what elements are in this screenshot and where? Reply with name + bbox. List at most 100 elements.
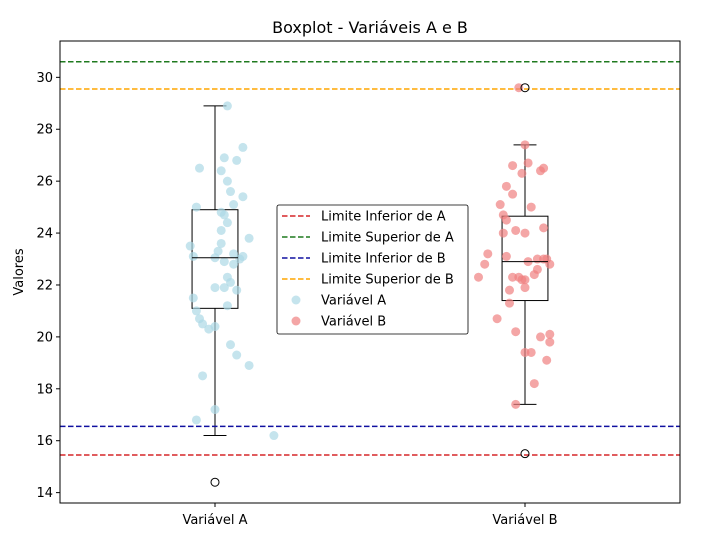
data-point <box>532 264 542 274</box>
data-point <box>222 301 232 311</box>
data-point <box>210 405 220 415</box>
data-point <box>269 431 279 441</box>
data-point <box>508 272 518 282</box>
data-point <box>539 223 549 233</box>
data-point <box>542 254 552 264</box>
data-point <box>244 360 254 370</box>
data-point <box>185 241 195 251</box>
data-point <box>198 319 208 329</box>
data-point <box>226 277 235 287</box>
legend-label: Limite Inferior de A <box>321 210 446 225</box>
data-point <box>244 233 254 243</box>
legend-label: Limite Superior de B <box>321 273 454 288</box>
legend-dot-swatch <box>291 316 301 326</box>
x-tick-label: Variável B <box>492 513 557 528</box>
legend-label: Variável A <box>321 294 386 309</box>
data-point <box>505 298 514 308</box>
data-point <box>204 324 214 334</box>
data-point <box>520 228 530 238</box>
data-point <box>216 166 226 176</box>
data-point <box>498 228 508 238</box>
y-axis-label: Valores <box>12 248 27 295</box>
data-point <box>520 140 530 150</box>
data-point <box>526 347 536 357</box>
data-point <box>229 200 239 210</box>
plot-frame <box>59 40 681 504</box>
data-point <box>539 163 549 173</box>
plot-area: 14 16 18 20 22 24 26 28 30 Variável A Variável B <box>36 40 681 528</box>
data-point <box>191 306 201 316</box>
data-point <box>514 83 524 93</box>
data-point <box>529 379 539 389</box>
data-point <box>195 163 204 173</box>
data-point <box>520 347 530 357</box>
data-point <box>222 176 232 186</box>
data-point <box>474 272 483 282</box>
legend-box <box>276 204 469 335</box>
y-tick-label: 26 <box>36 175 53 190</box>
data-point <box>210 283 220 293</box>
data-point <box>523 158 533 168</box>
legend: Limite Inferior de A Limite Superior de A… <box>276 204 469 335</box>
data-point <box>511 225 521 235</box>
data-point <box>545 337 555 347</box>
y-tick-label: 28 <box>36 123 53 138</box>
data-point <box>226 187 235 197</box>
outlier-point <box>520 449 530 459</box>
data-point <box>216 207 226 217</box>
y-tick-label: 22 <box>36 278 53 293</box>
data-point <box>232 350 242 360</box>
data-point <box>226 340 235 350</box>
x-tick-label: Variável A <box>182 513 247 528</box>
data-point <box>191 415 201 425</box>
data-point <box>216 238 226 248</box>
data-point <box>191 202 201 212</box>
data-point <box>229 249 239 259</box>
legend-dot-swatch <box>291 295 301 305</box>
data-point <box>495 200 505 210</box>
data-point <box>483 249 493 259</box>
data-point <box>222 101 232 111</box>
chart-title: Boxplot - Variáveis A e B <box>272 18 468 37</box>
data-point <box>232 155 242 165</box>
data-point <box>505 285 514 295</box>
data-point <box>219 257 229 267</box>
data-point <box>219 153 229 163</box>
data-point <box>511 327 521 337</box>
data-point <box>517 275 527 285</box>
data-point <box>492 314 502 324</box>
data-point <box>198 371 208 381</box>
data-point <box>501 251 511 261</box>
data-point <box>501 181 511 191</box>
data-point <box>222 218 232 228</box>
data-point <box>526 202 536 212</box>
data-point <box>536 332 545 342</box>
y-tick-label: 24 <box>36 227 53 242</box>
data-point <box>232 285 242 295</box>
y-tick-label: 20 <box>36 330 53 345</box>
data-point <box>542 355 552 365</box>
outlier-point <box>210 477 220 487</box>
data-point <box>545 329 555 339</box>
data-point <box>188 293 198 303</box>
y-tick-label: 18 <box>36 382 53 397</box>
data-point <box>216 225 226 235</box>
data-point <box>501 215 511 225</box>
data-point <box>517 168 527 178</box>
legend-label: Variável B <box>321 315 386 330</box>
data-point <box>508 189 518 199</box>
y-tick-label: 16 <box>36 434 53 449</box>
data-point <box>508 161 518 171</box>
data-point <box>520 283 530 293</box>
y-tick-label: 14 <box>36 486 53 501</box>
data-point <box>188 251 198 261</box>
data-point <box>238 142 248 152</box>
data-point <box>511 399 521 409</box>
outlier-point <box>520 83 530 93</box>
data-point <box>480 259 490 269</box>
y-tick-label: 30 <box>36 71 53 86</box>
data-point <box>229 259 239 269</box>
data-point <box>219 283 229 293</box>
data-point <box>238 251 248 261</box>
